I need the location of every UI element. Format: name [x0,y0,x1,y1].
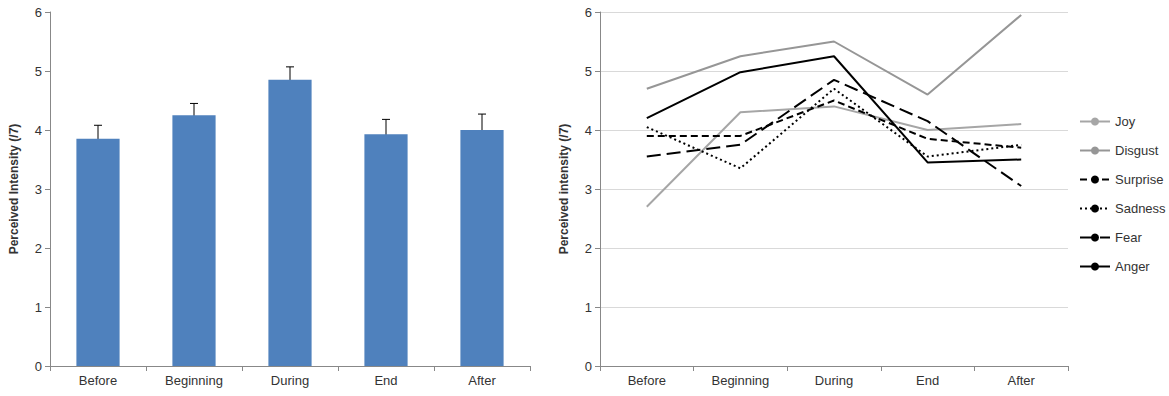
svg-text:End: End [916,373,939,388]
svg-text:Joy: Joy [1115,114,1136,129]
svg-text:After: After [1007,373,1035,388]
svg-text:Surprise: Surprise [1115,172,1163,187]
svg-text:4: 4 [585,123,592,138]
svg-text:5: 5 [585,64,592,79]
svg-text:Before: Before [628,373,666,388]
svg-text:3: 3 [585,182,592,197]
svg-text:6: 6 [585,5,592,20]
svg-text:Sadness: Sadness [1115,201,1166,216]
svg-text:Perceived Intensity (/7): Perceived Intensity (/7) [7,124,21,255]
svg-text:6: 6 [35,5,42,20]
svg-text:Perceived intensity (/7): Perceived intensity (/7) [557,124,571,255]
svg-text:2: 2 [35,241,42,256]
svg-text:Fear: Fear [1115,230,1142,245]
svg-text:1: 1 [35,300,42,315]
svg-text:2: 2 [585,241,592,256]
svg-text:3: 3 [35,182,42,197]
svg-text:Beginning: Beginning [165,373,223,388]
svg-text:End: End [374,373,397,388]
svg-text:4: 4 [35,123,42,138]
svg-text:Disgust: Disgust [1115,143,1159,158]
svg-text:Beginning: Beginning [711,373,769,388]
svg-text:Anger: Anger [1115,259,1150,274]
svg-text:Before: Before [79,373,117,388]
svg-text:1: 1 [585,300,592,315]
svg-text:After: After [468,373,496,388]
svg-text:5: 5 [35,64,42,79]
svg-text:During: During [271,373,309,388]
svg-text:During: During [815,373,853,388]
svg-text:0: 0 [35,359,42,374]
svg-text:0: 0 [585,359,592,374]
